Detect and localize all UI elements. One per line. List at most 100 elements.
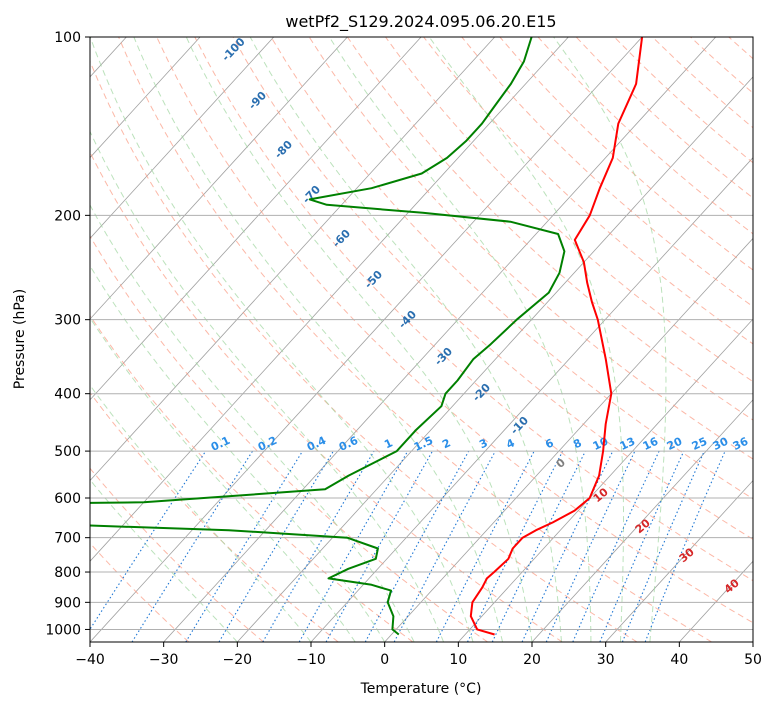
dry-adiabat-line bbox=[90, 467, 264, 642]
mixing-ratio-label: 13 bbox=[618, 435, 637, 453]
mixing-ratio-line bbox=[599, 450, 685, 642]
isotherm-line bbox=[90, 37, 201, 159]
moist-adiabat-label: 30 bbox=[677, 545, 697, 565]
dry-adiabat-line bbox=[270, 37, 753, 500]
dry-adiabat-line bbox=[90, 235, 488, 642]
isotherm-line bbox=[237, 76, 753, 642]
series-layer bbox=[90, 37, 644, 636]
mixing-ratio-line bbox=[364, 450, 470, 642]
moist-adiabat-label: 0 bbox=[554, 456, 568, 471]
dry-adiabat-label: -10 bbox=[508, 414, 531, 438]
moist-adiabat-line bbox=[328, 37, 592, 642]
y-axis-ticks: 100 200 300 400 500 600 700 800 900 1000 bbox=[45, 30, 90, 638]
moist-adiabat-line bbox=[90, 317, 356, 642]
mixing-ratio-line bbox=[218, 450, 334, 642]
isotherm-line bbox=[458, 318, 753, 642]
mixing-ratio-line bbox=[393, 450, 496, 642]
mixing-ratio-line bbox=[491, 450, 586, 642]
x-tick-label: 30 bbox=[597, 652, 615, 668]
dry-adiabat-line bbox=[575, 37, 753, 199]
mixing-ratio-line bbox=[131, 450, 254, 642]
dry-adiabat-line bbox=[90, 391, 339, 642]
mixing-ratio-label: 16 bbox=[641, 435, 661, 453]
dry-adiabat-label: -100 bbox=[219, 35, 248, 64]
dry-adiabat-line bbox=[308, 37, 753, 460]
mixing-ratio-line bbox=[621, 450, 705, 642]
moist-adiabat-line bbox=[90, 384, 312, 642]
mixing-ratio-label: 1 bbox=[382, 436, 394, 451]
chart-title: wetPf2_S129.2024.095.06.20.E15 bbox=[285, 12, 556, 32]
dry-adiabat-line bbox=[90, 542, 190, 642]
isotherm-line bbox=[90, 37, 422, 401]
y-tick-label: 900 bbox=[54, 595, 81, 611]
moist-adiabat-line bbox=[90, 204, 415, 642]
mixing-ratio-label: 25 bbox=[690, 435, 709, 453]
mixing-ratio-line bbox=[572, 450, 660, 642]
mixing-ratio-label: 2 bbox=[440, 436, 452, 451]
mixing-ratio-label: 3 bbox=[477, 436, 489, 451]
mixing-ratio-label: 20 bbox=[665, 435, 685, 453]
dry-adiabat-label: -90 bbox=[246, 89, 269, 113]
moist-adiabat-line bbox=[428, 37, 624, 642]
moist-adiabat-line bbox=[90, 479, 238, 642]
mixing-ratio-line bbox=[185, 450, 304, 642]
mixing-ratio-label: 6 bbox=[543, 436, 556, 451]
dry-adiabat-line bbox=[194, 37, 753, 582]
dry-adiabat-line bbox=[90, 60, 638, 642]
moist-adiabat-line bbox=[553, 37, 667, 642]
isotherm-line bbox=[90, 37, 348, 320]
mixing-ratio-line bbox=[90, 450, 207, 631]
isotherm-line bbox=[90, 37, 496, 482]
dry-adiabat-line bbox=[118, 37, 712, 642]
y-tick-label: 600 bbox=[54, 491, 81, 507]
y-tick-label: 1000 bbox=[45, 622, 81, 638]
x-axis-ticks: −40 −30 −20 −10 0 10 20 30 40 50 bbox=[75, 642, 762, 668]
mixing-ratio-label: 10 bbox=[591, 435, 611, 453]
dry-adiabat-line bbox=[652, 37, 753, 129]
moist-adiabat-line bbox=[90, 264, 386, 642]
dry-adiabat-label: -50 bbox=[362, 268, 385, 292]
x-axis-label: Temperature (°C) bbox=[360, 681, 482, 697]
x-tick-label: 40 bbox=[670, 652, 688, 668]
dry-adiabat-label: -40 bbox=[396, 308, 419, 332]
mixing-ratio-label: 30 bbox=[711, 435, 731, 453]
dry-adiabat-line bbox=[90, 151, 563, 642]
x-tick-label: −40 bbox=[75, 652, 105, 668]
dry-adiabat-line bbox=[385, 37, 753, 383]
y-tick-label: 500 bbox=[54, 444, 81, 460]
isotherm-line bbox=[752, 641, 753, 642]
dry-adiabat-label: -60 bbox=[330, 227, 353, 251]
background-lines bbox=[90, 37, 753, 642]
y-axis-label: Pressure (hPa) bbox=[12, 289, 28, 389]
dewpoint-line bbox=[90, 37, 566, 636]
mixing-ratio-line bbox=[644, 450, 726, 642]
moist-adiabat-line bbox=[249, 37, 562, 642]
isotherm-line bbox=[90, 37, 643, 642]
line-labels: -100-90-80-70-60-50-40-30-20-100.1 0.2 0.4… bbox=[209, 35, 751, 596]
x-tick-label: −10 bbox=[296, 652, 326, 668]
moist-adiabat-line bbox=[185, 37, 533, 642]
moist-adiabat-label: 40 bbox=[722, 576, 742, 596]
temperature-line bbox=[469, 37, 644, 636]
y-tick-label: 300 bbox=[54, 313, 81, 329]
dry-adiabat-label: -80 bbox=[272, 138, 295, 162]
isotherm-line bbox=[384, 237, 753, 642]
x-tick-label: 10 bbox=[449, 652, 467, 668]
moist-adiabat-line bbox=[90, 37, 474, 642]
isotherm-line bbox=[531, 399, 753, 642]
dry-adiabat-line bbox=[690, 37, 753, 94]
mixing-ratio-label: 4 bbox=[504, 436, 517, 451]
dry-adiabat-label: -30 bbox=[432, 345, 455, 369]
mixing-ratio-label: 36 bbox=[731, 435, 751, 453]
dry-adiabat-line bbox=[346, 37, 753, 421]
isotherm-line bbox=[90, 37, 569, 562]
mixing-ratio-label: 8 bbox=[571, 436, 583, 451]
dry-adiabat-label: -20 bbox=[470, 381, 493, 405]
x-tick-label: 20 bbox=[523, 652, 541, 668]
dry-adiabat-line bbox=[156, 37, 753, 624]
plot-frame bbox=[89, 36, 754, 643]
moist-adiabat-line bbox=[90, 130, 445, 642]
dry-adiabat-line bbox=[232, 37, 753, 540]
